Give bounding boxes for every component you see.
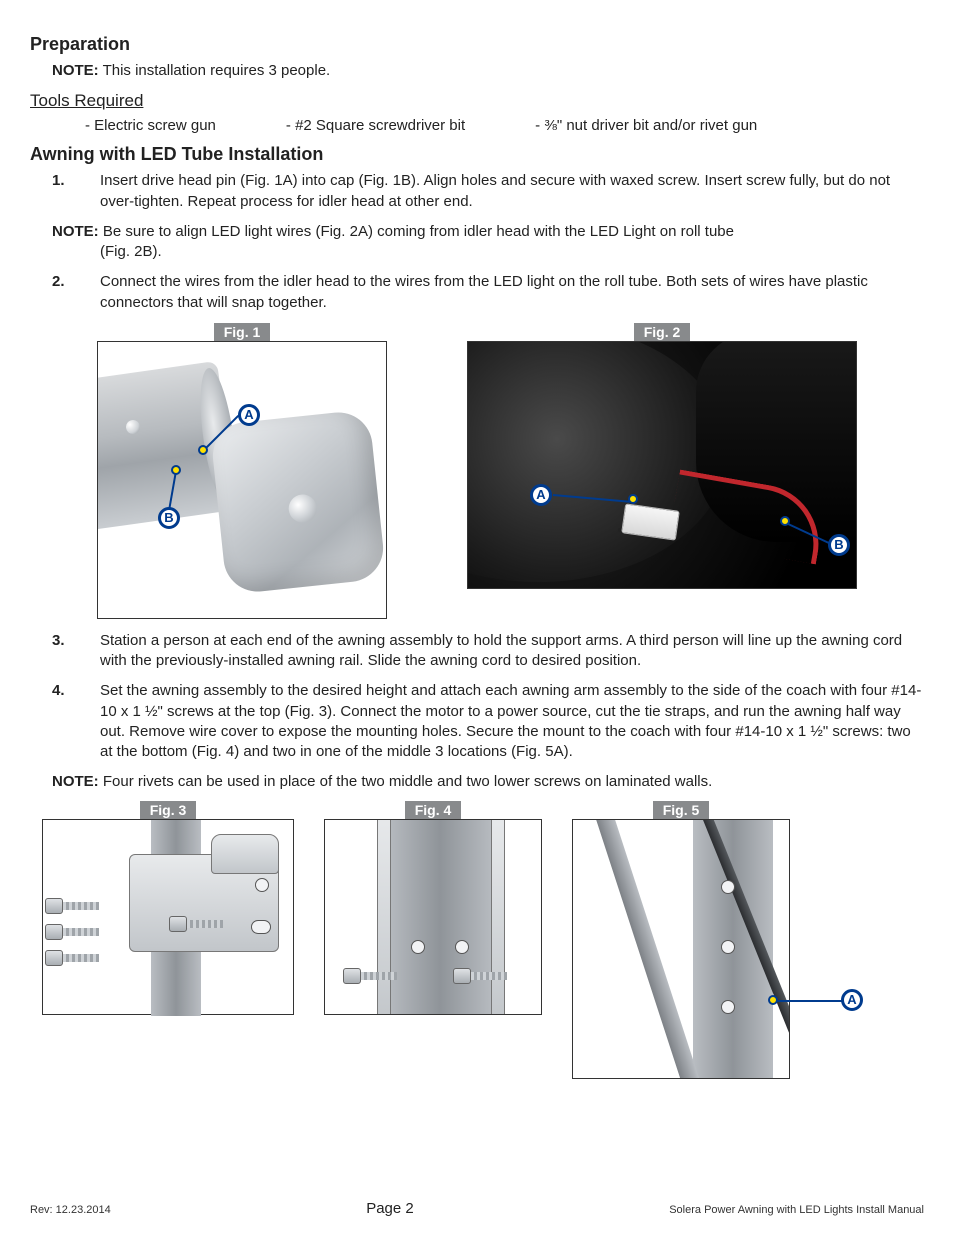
figure-1-box: A B [97,341,387,619]
fig3-hole [255,878,269,892]
fig3-bracket-top [211,834,279,874]
callout-a: A [841,989,863,1011]
fig4-screw [343,968,397,984]
note-preparation: NOTE: This installation requires 3 peopl… [52,61,924,81]
callout-a: A [238,404,260,426]
callout-dot [628,494,638,504]
figure-1: Fig. 1 A B [97,323,387,619]
note-rivets: NOTE: Four rivets can be used in place o… [52,772,924,792]
steps-list: 2. Connect the wires from the idler head… [52,272,924,313]
figure-2-box: A B [467,341,857,589]
fig5-hole [721,940,735,954]
page-footer: Rev: 12.23.2014 Page 2 Solera Power Awni… [30,1200,924,1217]
note-text-cont: (Fig. 2B). [52,242,924,262]
step-text: Station a person at each end of the awni… [100,631,924,672]
tool-item: ⅜" nut driver bit and/or rivet gun [535,117,757,134]
callout-dot [768,995,778,1005]
fig3-screw [45,898,99,914]
note-text: This installation requires 3 people. [103,62,331,79]
figure-label: Fig. 1 [214,323,271,341]
step-text: Connect the wires from the idler head to… [100,272,924,313]
fig4-hole [455,940,469,954]
fig3-screw [169,916,223,932]
callout-a: A [530,484,552,506]
note-label: NOTE: [52,773,99,790]
figure-label: Fig. 2 [634,323,691,341]
step-text: Insert drive head pin (Fig. 1A) into cap… [100,171,924,212]
note-text: Four rivets can be used in place of the … [103,773,712,790]
figure-label: Fig. 3 [140,801,197,819]
tool-item: Electric screw gun [85,117,216,134]
steps-list: 1. Insert drive head pin (Fig. 1A) into … [52,171,924,212]
step-4: 4. Set the awning assembly to the desire… [52,681,924,762]
step-number: 3. [52,631,100,672]
figure-label: Fig. 4 [405,801,462,819]
figure-3-box [42,819,294,1015]
step-number: 1. [52,171,100,212]
figure-5: Fig. 5 A [572,801,790,1079]
step-number: 4. [52,681,100,762]
figure-4-box [324,819,542,1015]
figure-row-3-4-5: Fig. 3 Fig. 4 Fig. 5 [30,801,924,1079]
tools-list: Electric screw gun #2 Square screwdriver… [85,117,924,134]
note-led-wires: NOTE: Be sure to align LED light wires (… [52,222,924,263]
fig4-hole [411,940,425,954]
fig4-mount [385,819,495,1015]
fig4-screw [453,968,507,984]
figure-2: Fig. 2 A B [467,323,857,619]
callout-lead [773,1000,843,1002]
fig1-cap [210,409,387,595]
heading-installation: Awning with LED Tube Installation [30,144,924,165]
callout-dot [198,445,208,455]
fig3-screw [45,950,99,966]
note-text: Be sure to align LED light wires (Fig. 2… [103,223,734,240]
callout-dot [780,516,790,526]
callout-b: B [828,534,850,556]
step-number: 2. [52,272,100,313]
figure-label: Fig. 5 [653,801,710,819]
footer-revision: Rev: 12.23.2014 [30,1204,111,1216]
step-2: 2. Connect the wires from the idler head… [52,272,924,313]
heading-preparation: Preparation [30,34,924,55]
steps-list: 3. Station a person at each end of the a… [52,631,924,763]
note-label: NOTE: [52,223,99,240]
step-3: 3. Station a person at each end of the a… [52,631,924,672]
note-label: NOTE: [52,62,99,79]
step-text: Set the awning assembly to the desired h… [100,681,924,762]
figure-3: Fig. 3 [42,801,294,1079]
step-1: 1. Insert drive head pin (Fig. 1A) into … [52,171,924,212]
callout-dot [171,465,181,475]
fig4-flange [377,819,391,1015]
figure-5-box: A [572,819,790,1079]
callout-b: B [158,507,180,529]
figure-row-1-2: Fig. 1 A B Fig. 2 A [30,323,924,619]
fig4-flange [491,819,505,1015]
fig5-hole [721,1000,735,1014]
fig3-screw [45,924,99,940]
footer-manual-title: Solera Power Awning with LED Lights Inst… [669,1204,924,1216]
fig5-support-arm [593,820,709,1078]
footer-page-number: Page 2 [366,1200,414,1217]
fig5-hole [721,880,735,894]
heading-tools-required: Tools Required [30,91,924,111]
tool-item: #2 Square screwdriver bit [286,117,465,134]
figure-4: Fig. 4 [324,801,542,1079]
fig3-hole [251,920,271,934]
